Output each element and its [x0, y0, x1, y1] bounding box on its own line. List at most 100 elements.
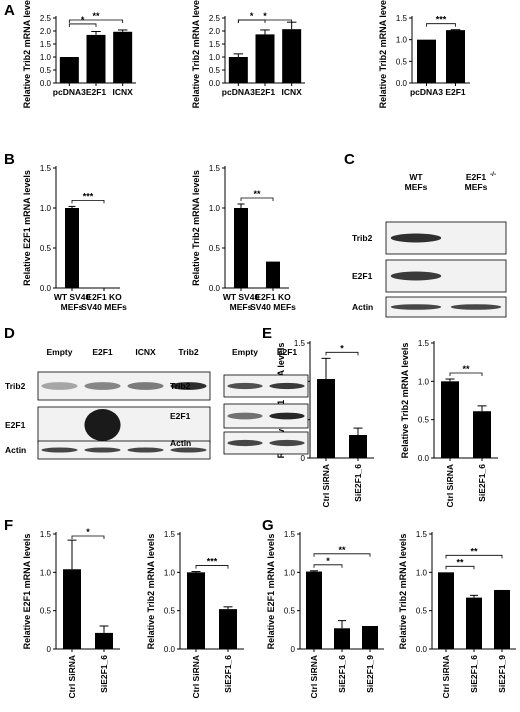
y-tick-label: 2.5 — [209, 14, 221, 23]
y-axis-label: Relative E2F1 mRNA levels — [22, 534, 32, 650]
y-tick-label: 1.0 — [418, 377, 430, 386]
blot-band — [390, 271, 442, 281]
blot-band — [41, 382, 78, 390]
y-axis-label: Relative E2F1 mRNA levels — [276, 343, 286, 459]
significance-label: *** — [207, 557, 218, 567]
x-tick-label: E2F1 — [255, 87, 276, 97]
y-tick-label: 1.5 — [40, 530, 52, 539]
significance-label: * — [86, 527, 90, 537]
chart-a2: 0.0 0.5 1.0 1.5 2.0 2.5 Relative Trib2 mRNA le… — [191, 0, 305, 108]
bar — [65, 208, 79, 288]
blot-strip — [385, 296, 507, 318]
blot-row-label: Actin — [170, 438, 191, 448]
significance-label: * — [340, 343, 344, 353]
significance-bracket — [449, 372, 483, 377]
y-tick-label: 1.5 — [418, 339, 430, 348]
y-tick-label: 0.0 — [418, 454, 430, 463]
y-tick-label: 0.5 — [396, 57, 408, 66]
y-tick-label: 1.5 — [294, 339, 306, 348]
x-tick-label: Ctrl SiRNA — [191, 655, 201, 698]
y-tick-label: 0.0 — [40, 79, 52, 88]
x-tick-label: SiE2F1_6 — [477, 464, 487, 502]
blot-row-label: E2F1 — [5, 420, 26, 430]
bar — [228, 57, 248, 83]
blot-d2: Empty E2F1 Trib2 E2F1 Actin — [170, 347, 309, 455]
y-axis-label: Relative Trib2 mRNA levels — [146, 534, 156, 650]
significance-bracket — [325, 351, 359, 356]
y-tick-label: 0.0 — [209, 284, 221, 293]
bar — [255, 34, 275, 83]
panel-label-a: A — [4, 2, 15, 19]
x-tick-label: E2F1 — [445, 87, 466, 97]
blot-band — [269, 412, 305, 420]
chart-a3: 0.0 0.5 1.0 1.5 Relative Trib2 mRNA levels pc… — [378, 0, 470, 108]
blot-column-label: ICNX — [135, 347, 156, 357]
y-tick-label: 1.0 — [164, 568, 176, 577]
blot-band — [41, 447, 78, 453]
chart-g2: 0.0 0.5 1.0 1.5 Relative Trib2 mRNA levels Ct… — [398, 530, 516, 698]
blot-column-superscript: -/- — [490, 171, 496, 178]
x-tick-label: Ctrl SiRNA — [441, 655, 451, 698]
bar — [86, 34, 106, 83]
panel-label-b: B — [4, 151, 15, 168]
y-tick-label: 1.0 — [209, 204, 221, 213]
bar — [334, 628, 350, 649]
blot-row-label: Trib2 — [5, 381, 26, 391]
significance-label: ** — [470, 546, 478, 556]
significance-label: *** — [83, 191, 94, 201]
blot-strip — [37, 440, 211, 460]
blot-band — [170, 447, 207, 453]
blot-column-label: WT — [409, 172, 423, 182]
y-tick-label: 1.0 — [209, 53, 221, 62]
significance-bracket — [71, 535, 105, 539]
x-tick-label: E2F1 KO — [255, 292, 291, 302]
y-tick-label: 0.0 — [40, 284, 52, 293]
significance-label: ** — [253, 189, 261, 199]
significance-bracket — [68, 23, 97, 27]
x-tick-label: pcDNA3 — [53, 87, 86, 97]
y-tick-label: 1.5 — [164, 530, 176, 539]
y-tick-label: 1.5 — [284, 530, 296, 539]
x-tick-label: E2F1 KO — [86, 292, 122, 302]
bar — [494, 589, 510, 649]
significance-bracket — [426, 23, 456, 27]
y-tick-label: 0.5 — [40, 607, 52, 616]
y-axis-label: Relative E2F1 mRNA levels — [22, 170, 32, 286]
y-tick-label: 0.5 — [40, 66, 52, 75]
x-tick-label: E2F1 — [86, 87, 107, 97]
x-tick-label: pcDNA3 — [222, 87, 255, 97]
blot-band — [227, 439, 263, 447]
bar — [113, 31, 133, 84]
bar — [95, 632, 113, 649]
y-tick-label: 1.5 — [416, 530, 428, 539]
blot-row-label: Actin — [352, 302, 373, 312]
y-tick-label: 0.0 — [209, 79, 221, 88]
y-tick-label: 1.0 — [284, 568, 296, 577]
y-tick-label: 1.0 — [40, 53, 52, 62]
chart-e2: 0.0 0.5 1.0 1.5 Relative Trib2 mRNA levels Ct… — [400, 339, 498, 507]
bar — [282, 29, 302, 83]
significance-bracket — [237, 19, 293, 23]
panel-label-e: E — [262, 325, 272, 342]
x-tick-label: Ctrl SiRNA — [67, 655, 77, 698]
x-tick-label: Ctrl SiRNA — [321, 464, 331, 507]
blot-row-label: Trib2 — [170, 381, 191, 391]
charts-layer: 0.0 0.5 1.0 1.5 2.0 2.5 Relative Trib2 mRNA le… — [22, 0, 516, 698]
blot-band — [127, 382, 164, 390]
blot-column-label: E2F1 — [92, 347, 113, 357]
y-tick-label: 1.5 — [396, 14, 408, 23]
x-tick-label: ICNX — [282, 87, 303, 97]
bar — [266, 261, 280, 288]
y-tick-label: 0.0 — [416, 645, 428, 654]
x-tick-label: SiE2F1_9 — [497, 655, 507, 693]
significance-bracket — [240, 197, 274, 201]
blot-row-label: E2F1 — [170, 411, 191, 421]
x-tick-label: WT SV40 — [223, 292, 260, 302]
y-tick-label: 1.5 — [40, 40, 52, 49]
bar — [59, 57, 79, 83]
x-tick-label: MEFs — [230, 302, 253, 312]
y-axis-label: Relative Trib2 mRNA levels — [191, 170, 201, 286]
blot-column-label: Empty — [232, 347, 258, 357]
y-tick-label: 0.5 — [164, 607, 176, 616]
